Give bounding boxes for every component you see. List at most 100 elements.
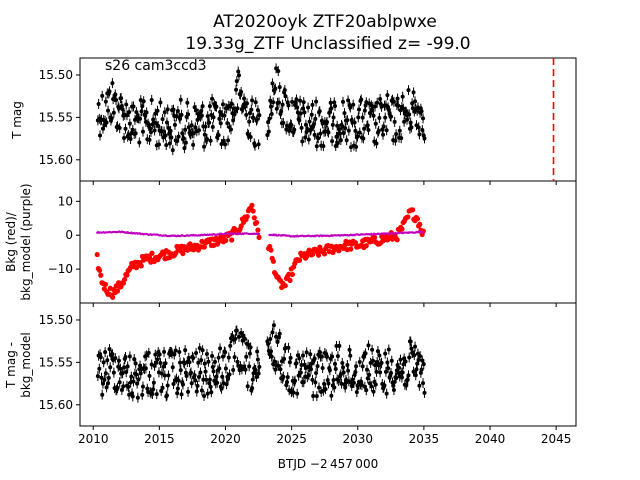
data-point: [271, 100, 276, 105]
data-point: [338, 138, 343, 143]
data-point: [153, 111, 158, 116]
data-point: [151, 117, 156, 122]
data-point: [327, 368, 332, 373]
data-point: [194, 389, 199, 394]
data-point: [412, 353, 417, 358]
data-point: [189, 123, 194, 128]
data-point: [242, 336, 247, 341]
data-point: [371, 113, 376, 118]
data-point: [193, 378, 198, 383]
chart-title-line1: AT2020oyk ZTF20ablpwxe: [213, 12, 437, 32]
data-point: [301, 353, 306, 358]
data-point: [413, 373, 418, 378]
data-point: [239, 367, 244, 372]
data-point: [160, 385, 165, 390]
data-point: [248, 135, 253, 140]
bkg-point: [255, 227, 261, 233]
bkg-point: [410, 207, 416, 213]
data-point: [418, 354, 423, 359]
data-point: [317, 109, 322, 114]
sector-label: s26 cam3ccd3: [105, 58, 207, 74]
data-point: [331, 378, 336, 383]
data-point: [244, 101, 249, 106]
data-point: [403, 359, 408, 364]
data-point: [313, 116, 318, 121]
data-point: [289, 123, 294, 128]
data-point: [106, 375, 111, 380]
data-point: [206, 359, 211, 364]
data-point: [162, 110, 167, 115]
data-point: [256, 142, 261, 147]
data-point: [257, 364, 262, 369]
lightcurve-points: [95, 63, 427, 156]
data-point: [373, 363, 378, 368]
data-point: [223, 350, 228, 355]
data-point: [384, 128, 389, 133]
data-point: [283, 345, 288, 350]
data-point: [284, 380, 289, 385]
data-point: [127, 121, 132, 126]
data-point: [113, 92, 118, 97]
lightcurve-points: [95, 320, 427, 403]
x-tick-label: 2030: [342, 432, 373, 446]
data-point: [270, 81, 275, 86]
data-point: [106, 381, 111, 386]
bkg-point: [371, 234, 378, 241]
data-point: [216, 133, 221, 138]
data-point: [309, 361, 314, 366]
data-point: [376, 128, 381, 133]
data-point: [373, 104, 378, 109]
data-point: [292, 378, 297, 383]
data-point: [148, 126, 153, 131]
data-point: [377, 116, 382, 121]
data-point: [330, 139, 335, 144]
data-point: [226, 138, 231, 143]
data-point: [341, 370, 346, 375]
data-point: [408, 339, 413, 344]
data-point: [294, 361, 299, 366]
data-point: [202, 361, 207, 366]
data-point: [330, 354, 335, 359]
data-point: [170, 365, 175, 370]
data-point: [299, 362, 304, 367]
data-point: [369, 384, 374, 389]
data-point: [272, 359, 277, 364]
data-point: [411, 90, 416, 95]
data-point: [325, 354, 330, 359]
data-point: [234, 79, 239, 84]
x-tick-label: 2025: [276, 432, 307, 446]
data-point: [140, 392, 145, 397]
data-point: [306, 373, 311, 378]
x-tick-label: 2015: [144, 432, 175, 446]
data-point: [208, 138, 213, 143]
data-point: [351, 102, 356, 107]
data-point: [312, 132, 317, 137]
bkg-point: [180, 250, 186, 257]
data-point: [234, 328, 239, 333]
data-point: [164, 393, 169, 398]
data-point: [323, 387, 328, 392]
data-point: [277, 85, 282, 90]
data-point: [155, 357, 160, 362]
data-point: [374, 369, 379, 374]
data-point: [253, 100, 258, 105]
data-point: [276, 363, 281, 368]
data-point: [409, 125, 414, 130]
bkg-point: [124, 272, 130, 278]
data-point: [298, 98, 303, 103]
data-point: [207, 120, 212, 125]
data-point: [195, 383, 200, 388]
y-tick-label: 15.55: [39, 355, 73, 369]
data-point: [371, 389, 376, 394]
data-point: [359, 97, 364, 102]
data-point: [210, 354, 215, 359]
data-point: [107, 89, 112, 94]
data-point: [392, 119, 397, 124]
data-point: [199, 388, 204, 393]
data-point: [163, 133, 168, 138]
data-point: [199, 113, 204, 118]
bkg-model-point: [421, 231, 425, 234]
data-point: [151, 380, 156, 385]
data-point: [268, 336, 273, 341]
data-point: [113, 356, 118, 361]
